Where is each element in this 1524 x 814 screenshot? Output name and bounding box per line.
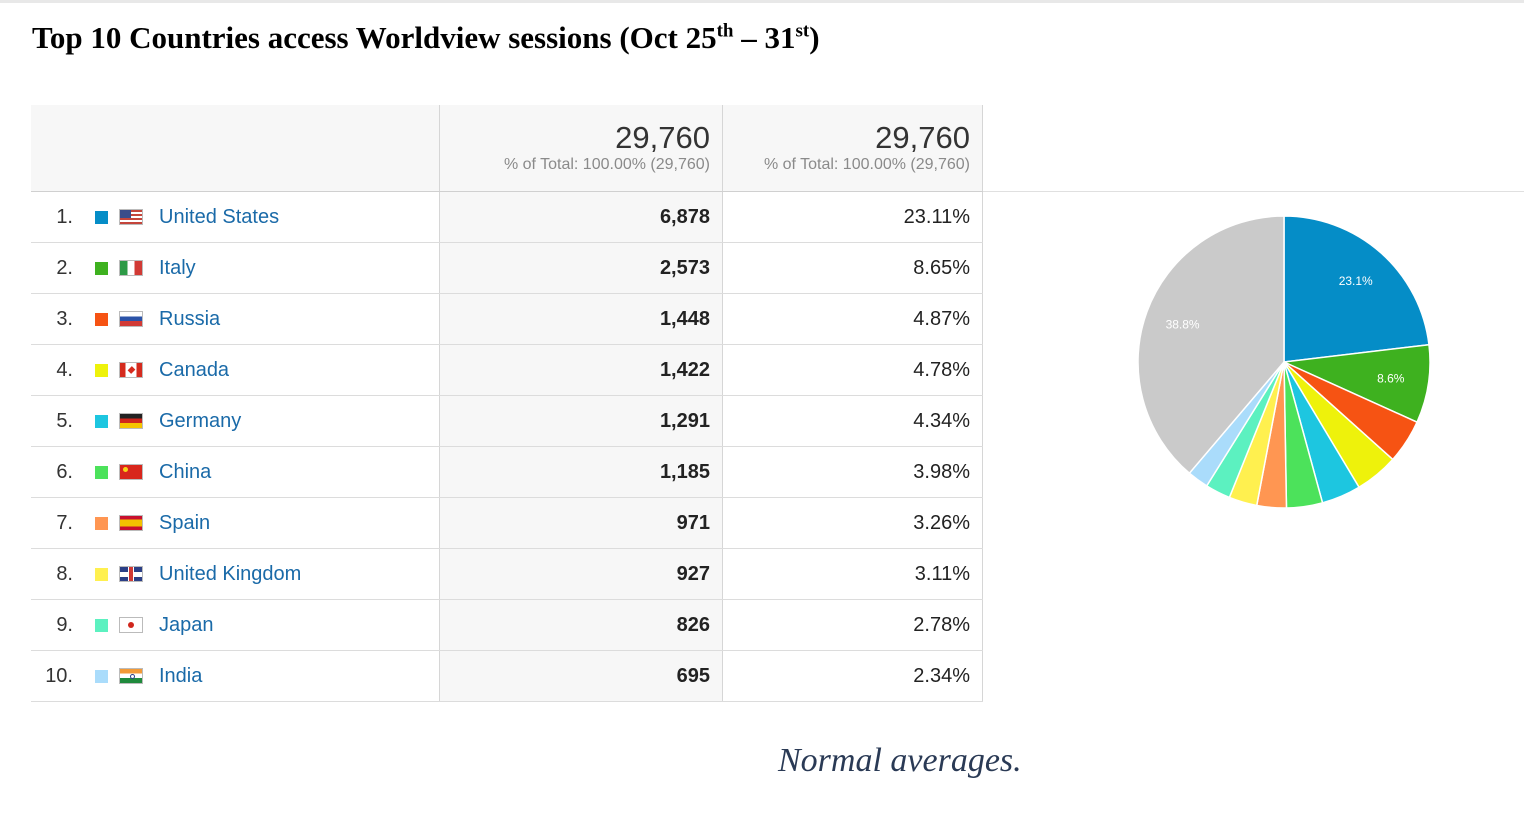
- legend-swatch: [95, 618, 108, 632]
- percent-cell: 4.34%: [722, 395, 983, 447]
- sessions-cell: 6,878: [439, 191, 723, 243]
- country-cell: 7. Spain: [31, 497, 440, 549]
- table-row: 4. Canada 1,422 4.78%: [31, 344, 983, 396]
- header-dimension-cell: [31, 105, 440, 192]
- sessions-cell: 1,291: [439, 395, 723, 447]
- legend-swatch: [95, 414, 108, 428]
- country-link[interactable]: Italy: [159, 256, 196, 279]
- sessions-cell: 2,573: [439, 242, 723, 294]
- country-link[interactable]: Spain: [159, 511, 211, 534]
- rank-label: 9.: [56, 613, 73, 636]
- table-row: 7. Spain 971 3.26%: [31, 497, 983, 549]
- rank-label: 2.: [56, 256, 73, 279]
- table-row: 3. Russia 1,448 4.87%: [31, 293, 983, 345]
- percent-cell: 4.87%: [722, 293, 983, 345]
- table-row: 6. China 1,185 3.98%: [31, 446, 983, 498]
- rank-label: 1.: [56, 205, 73, 228]
- countries-table: 29,760 % of Total: 100.00% (29,760) 29,7…: [31, 105, 983, 702]
- legend-swatch: [95, 363, 108, 377]
- flag-icon: [119, 413, 143, 429]
- flag-icon: [119, 668, 143, 684]
- flag-icon: [119, 260, 143, 276]
- rank-label: 3.: [56, 307, 73, 330]
- legend-swatch: [95, 669, 108, 683]
- rank-label: 4.: [56, 358, 73, 381]
- sessions-cell: 1,448: [439, 293, 723, 345]
- flag-icon: [119, 464, 143, 480]
- flag-icon: [119, 515, 143, 531]
- percent-cell: 3.98%: [722, 446, 983, 498]
- legend-swatch: [95, 261, 108, 275]
- pie-slice: [1283, 215, 1430, 363]
- caption: Normal averages.: [778, 742, 1022, 779]
- slice-label: 38.8%: [1166, 318, 1200, 332]
- percent-cell: 23.11%: [722, 191, 983, 243]
- rank-label: 8.: [56, 562, 73, 585]
- legend-swatch: [95, 210, 108, 224]
- sessions-cell: 1,185: [439, 446, 723, 498]
- pie-chart: 23.1% 8.6% 38.8%: [1137, 215, 1431, 509]
- country-cell: 4. Canada: [31, 344, 440, 396]
- legend-swatch: [95, 312, 108, 326]
- country-cell: 8. United Kingdom: [31, 548, 440, 600]
- total-subtitle: % of Total: 100.00% (29,760): [763, 156, 970, 173]
- table-row: 5. Germany 1,291 4.34%: [31, 395, 983, 447]
- sessions-cell: 927: [439, 548, 723, 600]
- slice-label: 8.6%: [1377, 371, 1405, 385]
- rank-label: 10.: [45, 664, 73, 687]
- rank-label: 7.: [56, 511, 73, 534]
- legend-swatch: [95, 465, 108, 479]
- country-cell: 9. Japan: [31, 599, 440, 651]
- table-header-row: 29,760 % of Total: 100.00% (29,760) 29,7…: [31, 105, 983, 192]
- sessions-cell: 695: [439, 650, 723, 702]
- sessions-cell: 826: [439, 599, 723, 651]
- legend-swatch: [95, 567, 108, 581]
- table-row: 1. United States 6,878 23.11%: [31, 191, 983, 243]
- page-title: Top 10 Countries access Worldview sessio…: [32, 20, 820, 55]
- percent-cell: 8.65%: [722, 242, 983, 294]
- slice-label: 23.1%: [1339, 274, 1373, 288]
- country-link[interactable]: China: [159, 460, 212, 483]
- top-border: [0, 0, 1524, 3]
- flag-icon: [119, 566, 143, 582]
- percent-cell: 3.26%: [722, 497, 983, 549]
- total-value: 29,760: [875, 120, 970, 155]
- header-sessions-total: 29,760 % of Total: 100.00% (29,760): [439, 105, 723, 192]
- total-subtitle: % of Total: 100.00% (29,760): [503, 156, 710, 173]
- table-row: 10. India 695 2.34%: [31, 650, 983, 702]
- legend-swatch: [95, 516, 108, 530]
- rank-label: 6.: [56, 460, 73, 483]
- country-link[interactable]: United Kingdom: [159, 562, 302, 585]
- table-row: 8. United Kingdom 927 3.11%: [31, 548, 983, 600]
- sessions-cell: 971: [439, 497, 723, 549]
- country-link[interactable]: Germany: [159, 409, 242, 432]
- flag-icon: [119, 362, 143, 378]
- country-link[interactable]: Russia: [159, 307, 221, 330]
- flag-icon: [119, 209, 143, 225]
- country-cell: 3. Russia: [31, 293, 440, 345]
- country-cell: 6. China: [31, 446, 440, 498]
- total-value: 29,760: [615, 120, 710, 155]
- country-link[interactable]: United States: [159, 205, 280, 228]
- pie-slice: [1137, 215, 1285, 475]
- country-cell: 5. Germany: [31, 395, 440, 447]
- percent-cell: 2.34%: [722, 650, 983, 702]
- country-cell: 1. United States: [31, 191, 440, 243]
- rank-label: 5.: [56, 409, 73, 432]
- header-divider: [971, 191, 1524, 192]
- country-cell: 10. India: [31, 650, 440, 702]
- flag-icon: [119, 617, 143, 633]
- sessions-cell: 1,422: [439, 344, 723, 396]
- country-link[interactable]: Japan: [159, 613, 214, 636]
- header-percent-total: 29,760 % of Total: 100.00% (29,760): [722, 105, 983, 192]
- country-link[interactable]: India: [159, 664, 203, 687]
- percent-cell: 2.78%: [722, 599, 983, 651]
- table-row: 9. Japan 826 2.78%: [31, 599, 983, 651]
- percent-cell: 4.78%: [722, 344, 983, 396]
- flag-icon: [119, 311, 143, 327]
- country-cell: 2. Italy: [31, 242, 440, 294]
- percent-cell: 3.11%: [722, 548, 983, 600]
- country-link[interactable]: Canada: [159, 358, 230, 381]
- table-row: 2. Italy 2,573 8.65%: [31, 242, 983, 294]
